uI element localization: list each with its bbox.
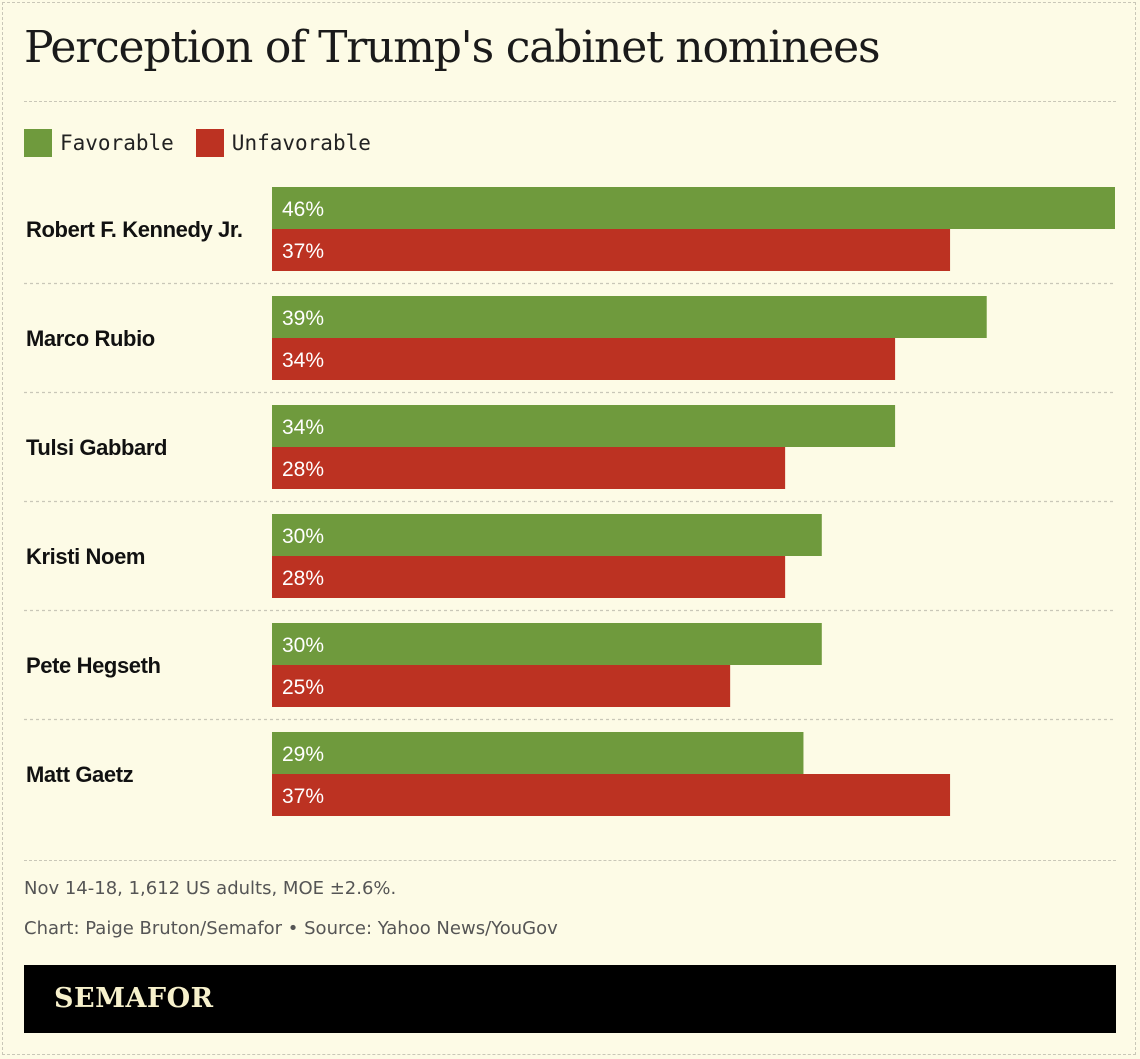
bar-value-label: 30% [282,634,324,657]
bar-value-label: 46% [282,198,324,221]
bar-unfavorable [272,338,896,380]
legend-item-unfavorable: Unfavorable [195,129,371,157]
bar-unfavorable [272,556,786,598]
bar-favorable [272,296,987,338]
bar-value-label: 34% [282,416,324,439]
bar-favorable [272,623,822,665]
footer-divider [24,860,1116,861]
bar-unfavorable [272,229,951,271]
bar-value-label: 28% [282,458,324,481]
title-divider [24,101,1116,102]
legend-item-favorable: Favorable [24,129,174,157]
footer-bar: SEMAFOR [24,965,1116,1033]
category-label: Matt Gaetz [26,762,134,787]
bar-value-label: 37% [282,785,324,808]
bar-chart: Robert F. Kennedy Jr. 46% 37% Marco Rubio 39… [24,187,1116,816]
legend-label-favorable: Favorable [60,131,174,155]
category-label: Robert F. Kennedy Jr. [26,217,243,242]
category-label: Pete Hegseth [26,653,161,678]
footnote: Nov 14-18, 1,612 US adults, MOE ±2.6%. [24,878,397,899]
bar-favorable [272,405,896,447]
brand-logo: SEMAFOR [54,983,214,1014]
bar-value-label: 25% [282,676,324,699]
bar-unfavorable [272,447,786,489]
category-label: Marco Rubio [26,326,155,351]
bar-value-label: 39% [282,307,324,330]
legend-label-unfavorable: Unfavorable [231,131,371,155]
credit: Chart: Paige Bruton/Semafor • Source: Ya… [24,918,558,939]
bar-unfavorable [272,665,731,707]
legend-swatch-unfavorable [195,129,224,157]
legend-swatch-favorable [24,129,52,157]
category-label: Tulsi Gabbard [26,435,167,460]
bar-value-label: 30% [282,525,324,548]
bar-value-label: 34% [282,349,324,372]
bar-unfavorable [272,774,951,816]
bar-value-label: 37% [282,240,324,263]
legend: Favorable Unfavorable [24,128,393,158]
bar-favorable [272,732,804,774]
bar-value-label: 28% [282,567,324,590]
bar-favorable [272,187,1115,229]
bar-favorable [272,514,822,556]
chart-title: Perception of Trump's cabinet nominees [24,22,881,73]
category-label: Kristi Noem [26,544,145,569]
bar-value-label: 29% [282,743,324,766]
